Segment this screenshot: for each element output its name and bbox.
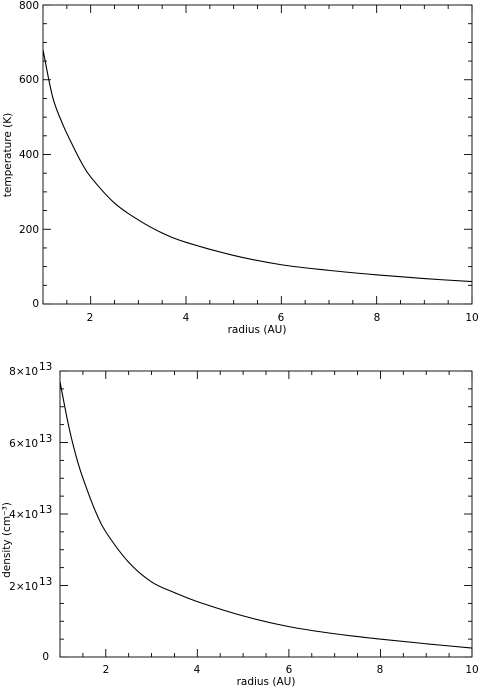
temperature-y-tick-label: 200 — [19, 224, 39, 236]
temperature-x-axis-label: radius (AU) — [228, 324, 287, 336]
density-x-axis-label: radius (AU) — [237, 676, 296, 688]
density-y-tick-label: 4×10 — [9, 509, 38, 521]
temperature-chart: 2 4 6 8 10 0 200 400 600 800 radius (AU)… — [2, 0, 479, 336]
temperature-x-tick-label: 8 — [374, 312, 381, 324]
density-y-tick-exponent: 13 — [39, 433, 52, 445]
density-chart: 2 4 6 8 10 0 2×10 4×10 6×10 8×10 13 13 1… — [1, 361, 479, 688]
temperature-x-tick-label: 2 — [87, 312, 94, 324]
temperature-y-axis-label: temperature (K) — [2, 113, 14, 197]
temperature-x-tick-label: 10 — [465, 312, 478, 324]
density-x-tick-label: 4 — [194, 664, 201, 676]
temperature-x-tick-label: 4 — [183, 312, 190, 324]
density-y-tick-label: 2×10 — [9, 581, 38, 593]
temperature-series-line — [42, 49, 473, 283]
density-x-tick-label: 10 — [465, 664, 478, 676]
density-y-tick-label: 0 — [42, 651, 49, 663]
temperature-y-ticks — [43, 4, 472, 305]
density-y-tick-label: 8×10 — [9, 366, 38, 378]
temperature-plot-frame — [42, 4, 473, 305]
temperature-y-tick-label: 0 — [32, 298, 39, 310]
density-y-tick-exponent: 13 — [39, 504, 52, 516]
density-x-ticks — [59, 371, 473, 657]
temperature-y-tick-label: 600 — [19, 74, 39, 86]
density-x-tick-label: 6 — [286, 664, 293, 676]
temperature-y-tick-label: 800 — [19, 0, 39, 12]
temperature-x-tick-label: 6 — [278, 312, 285, 324]
density-y-tick-exponent: 13 — [39, 361, 52, 373]
density-y-tick-exponent: 13 — [39, 576, 52, 588]
temperature-x-ticks — [42, 5, 473, 304]
density-x-tick-label: 2 — [103, 664, 110, 676]
density-plot-frame — [59, 370, 473, 658]
density-y-ticks — [60, 370, 472, 658]
density-x-tick-label: 8 — [377, 664, 384, 676]
density-y-axis-label: density (cm⁻³) — [1, 502, 13, 578]
temperature-y-tick-label: 400 — [19, 149, 39, 161]
density-series-line — [59, 381, 473, 649]
density-y-tick-label: 6×10 — [9, 438, 38, 450]
